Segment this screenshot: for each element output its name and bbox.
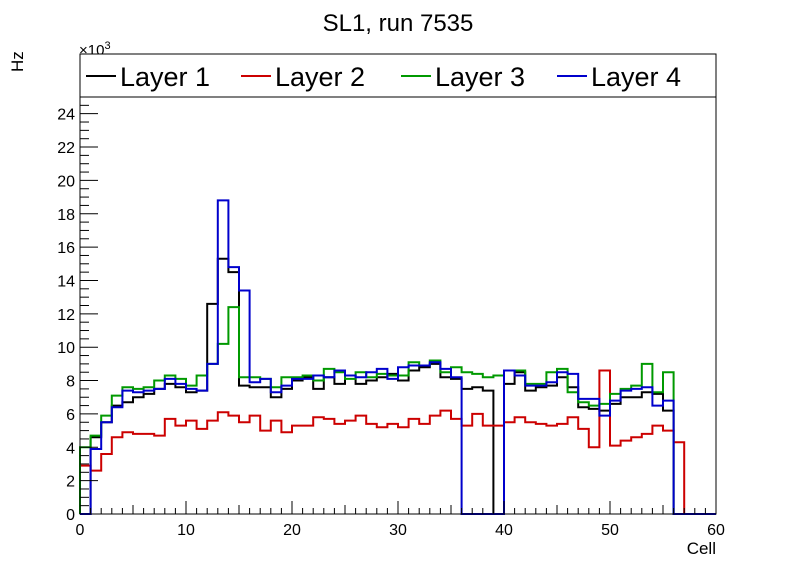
- y-tick-label: 12: [57, 307, 75, 324]
- y-tick-label: 18: [57, 207, 75, 224]
- y-tick-label: 16: [57, 240, 75, 257]
- legend-label: Layer 1: [120, 62, 210, 92]
- plot-area: [79, 199, 716, 515]
- x-tick-label: 10: [177, 522, 195, 539]
- y-tick-label: 2: [66, 474, 75, 491]
- legend-label: Layer 2: [275, 62, 365, 92]
- y-tick-label: 20: [57, 173, 75, 190]
- x-tick-label: 50: [601, 522, 619, 539]
- y-tick-label: 6: [66, 407, 75, 424]
- y-tick-label: 14: [57, 273, 75, 290]
- y-tick-label: 8: [66, 374, 75, 391]
- legend: Layer 1 Layer 2 Layer 3 Layer 4: [79, 53, 717, 98]
- legend-box: [79, 53, 717, 98]
- x-tick-label: 30: [389, 522, 407, 539]
- y-multiplier-exponent: 3: [104, 40, 110, 52]
- legend-label: Layer 3: [435, 62, 525, 92]
- x-tick-label: 0: [76, 522, 85, 539]
- chart-title: SL1, run 7535: [323, 10, 474, 37]
- y-axis-label: Hz: [8, 51, 27, 72]
- y-tick-label: 0: [66, 507, 75, 524]
- legend-label: Layer 4: [591, 62, 681, 92]
- series-line-layer-4: [80, 199, 716, 515]
- y-tick-label: 4: [66, 440, 75, 457]
- y-tick-label: 10: [57, 340, 75, 357]
- series-line-layer-2: [79, 369, 716, 515]
- x-axis-label: Cell: [687, 539, 716, 558]
- x-tick-label: 20: [283, 522, 301, 539]
- x-tick-label: 40: [495, 522, 513, 539]
- x-tick-label: 60: [707, 522, 725, 539]
- y-tick-label: 24: [57, 107, 75, 124]
- y-tick-label: 22: [57, 140, 75, 157]
